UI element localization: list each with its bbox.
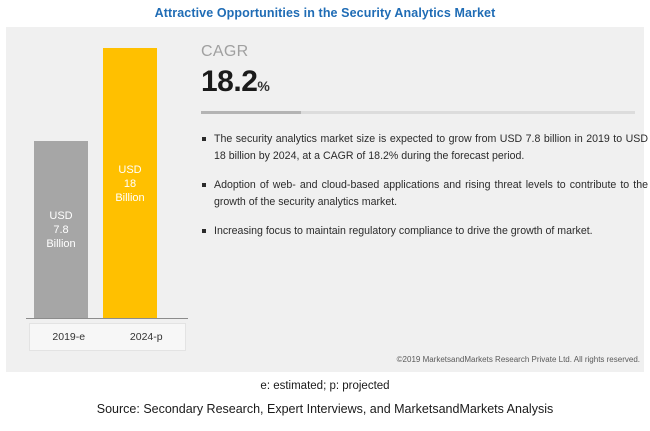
list-item: Adoption of web- and cloud-based applica… (201, 177, 648, 210)
bar-2024-label-line3: Billion (115, 191, 145, 204)
bar-2019-label-line1: USD (49, 210, 73, 222)
footnote-legend: e: estimated; p: projected (260, 380, 390, 392)
copyright-notice: ©2019 MarketsandMarkets Research Private… (396, 355, 640, 364)
bar-2024-label-line2: 18 (123, 177, 137, 190)
infographic-panel: USD 7.8 Billion USD 18 Billion 2019-e 20… (6, 27, 648, 372)
category-label-2024-p: 2024-p (129, 331, 163, 343)
bar-2019-label-line3: Billion (46, 238, 76, 250)
chart-category-axis: 2019-e 2024-p (29, 323, 186, 351)
list-item: The security analytics market size is ex… (201, 131, 648, 164)
cagr-percent-sign: % (257, 78, 270, 94)
content-column: CAGR 18.2% The security analytics market… (198, 27, 648, 372)
chart-axis-line (26, 318, 188, 319)
highlights-list: The security analytics market size is ex… (201, 131, 648, 253)
section-divider-accent (201, 111, 301, 114)
chart-plot-area: USD 7.8 Billion USD 18 Billion (16, 27, 191, 319)
bar-2024-p[interactable]: USD 18 Billion (103, 48, 157, 319)
page-title: Attractive Opportunities in the Security… (154, 6, 496, 20)
category-label-2019-e: 2019-e (52, 331, 86, 343)
list-item: Increasing focus to maintain regulatory … (201, 223, 648, 240)
bar-2024-label-line1: USD (118, 163, 142, 176)
cagr-value: 18.2% (201, 65, 270, 99)
cagr-number: 18.2 (201, 65, 258, 98)
footnote-source: Source: Secondary Research, Expert Inter… (96, 402, 554, 416)
cagr-label: CAGR (201, 43, 249, 60)
chart-bars: USD 7.8 Billion USD 18 Billion (16, 27, 191, 319)
bar-2019-e[interactable]: USD 7.8 Billion (34, 141, 88, 319)
bar-chart: USD 7.8 Billion USD 18 Billion 2019-e 20… (16, 27, 191, 372)
bar-2019-label-line2: 7.8 (53, 224, 69, 236)
section-divider (201, 111, 635, 114)
